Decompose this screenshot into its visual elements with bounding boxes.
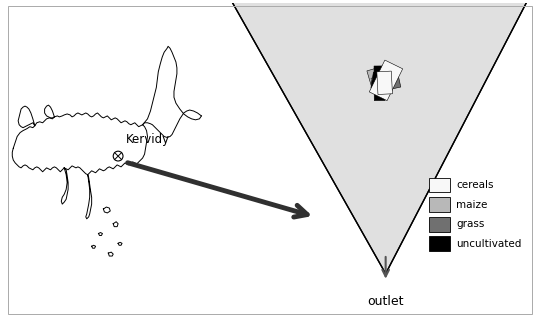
- Bar: [429, 217, 450, 231]
- Bar: [371, 76, 384, 91]
- Bar: [429, 197, 450, 212]
- Text: maize: maize: [456, 200, 487, 210]
- Bar: [377, 71, 392, 94]
- Text: outlet: outlet: [367, 295, 404, 308]
- Polygon shape: [225, 0, 536, 274]
- Bar: [374, 66, 385, 100]
- Bar: [429, 178, 450, 192]
- Bar: [378, 72, 401, 91]
- Circle shape: [113, 151, 123, 161]
- Bar: [371, 72, 390, 91]
- Bar: [370, 60, 403, 100]
- Text: Kervidy: Kervidy: [126, 133, 170, 146]
- Bar: [367, 68, 384, 93]
- Text: cereals: cereals: [456, 180, 494, 190]
- Text: uncultivated: uncultivated: [456, 239, 522, 249]
- Bar: [429, 237, 450, 251]
- Text: grass: grass: [456, 219, 485, 229]
